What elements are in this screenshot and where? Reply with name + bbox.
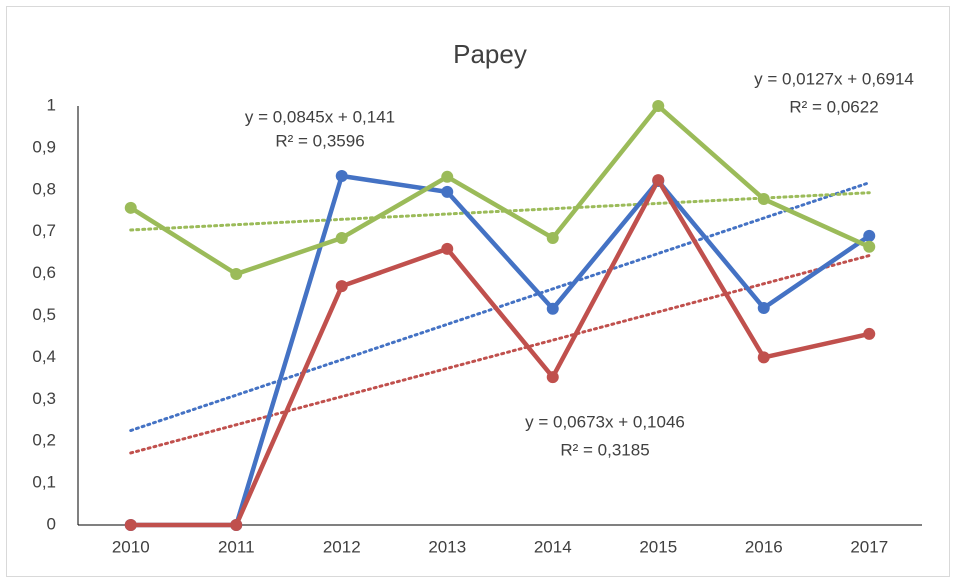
marker [230, 519, 243, 531]
y-tick-label: 0,2 [32, 431, 56, 450]
marker [335, 280, 348, 293]
marker [652, 100, 665, 112]
marker [546, 302, 559, 315]
marker [441, 170, 454, 183]
series-line [130, 177, 870, 528]
y-tick-label: 0,4 [32, 347, 56, 366]
y-tick-label: 0,5 [32, 305, 56, 324]
trendline-r2: R² = 0,0622 [789, 97, 878, 116]
marker [335, 231, 348, 244]
marker [124, 519, 137, 531]
trendline-equation: y = 0,0673x + 0,1046 [525, 412, 685, 431]
trendline-equation: y = 0,0127x + 0,6914 [754, 69, 914, 88]
marker [863, 229, 876, 242]
trendline-equation: y = 0,0845x + 0,141 [245, 107, 395, 126]
marker [757, 301, 770, 314]
marker [757, 351, 770, 364]
y-tick-label: 0 [47, 514, 56, 533]
y-tick-label: 0,1 [32, 473, 56, 492]
trendline [129, 191, 871, 232]
trendline [129, 181, 871, 433]
x-tick-label: 2012 [323, 537, 361, 556]
trendline-r2: R² = 0,3596 [275, 131, 364, 150]
x-tick-label: 2015 [639, 537, 677, 556]
trendline-r2: R² = 0,3185 [560, 440, 649, 459]
y-tick-label: 1 [47, 95, 56, 114]
marker [863, 240, 876, 253]
marker [863, 327, 876, 340]
series-line [130, 173, 871, 528]
marker [124, 201, 137, 214]
marker [441, 185, 454, 198]
x-tick-label: 2010 [112, 537, 150, 556]
y-tick-label: 0,3 [32, 389, 56, 408]
marker [230, 268, 243, 281]
x-tick-label: 2017 [850, 537, 888, 556]
marker [335, 169, 348, 182]
y-tick-label: 0,8 [32, 179, 56, 198]
y-tick-label: 0,9 [32, 137, 56, 156]
y-tick-label: 0,6 [32, 263, 56, 282]
marker [546, 371, 559, 384]
marker [652, 174, 665, 187]
chart-border [6, 6, 950, 577]
marker [546, 231, 559, 244]
y-tick-label: 0,7 [32, 221, 56, 240]
x-tick-label: 2011 [218, 537, 255, 556]
marker [441, 242, 454, 255]
series-line [129, 103, 871, 277]
x-tick-label: 2016 [745, 537, 783, 556]
chart-title: Papey [453, 39, 527, 69]
x-tick-label: 2014 [534, 537, 572, 556]
x-tick-label: 2013 [428, 537, 466, 556]
marker [757, 193, 770, 206]
